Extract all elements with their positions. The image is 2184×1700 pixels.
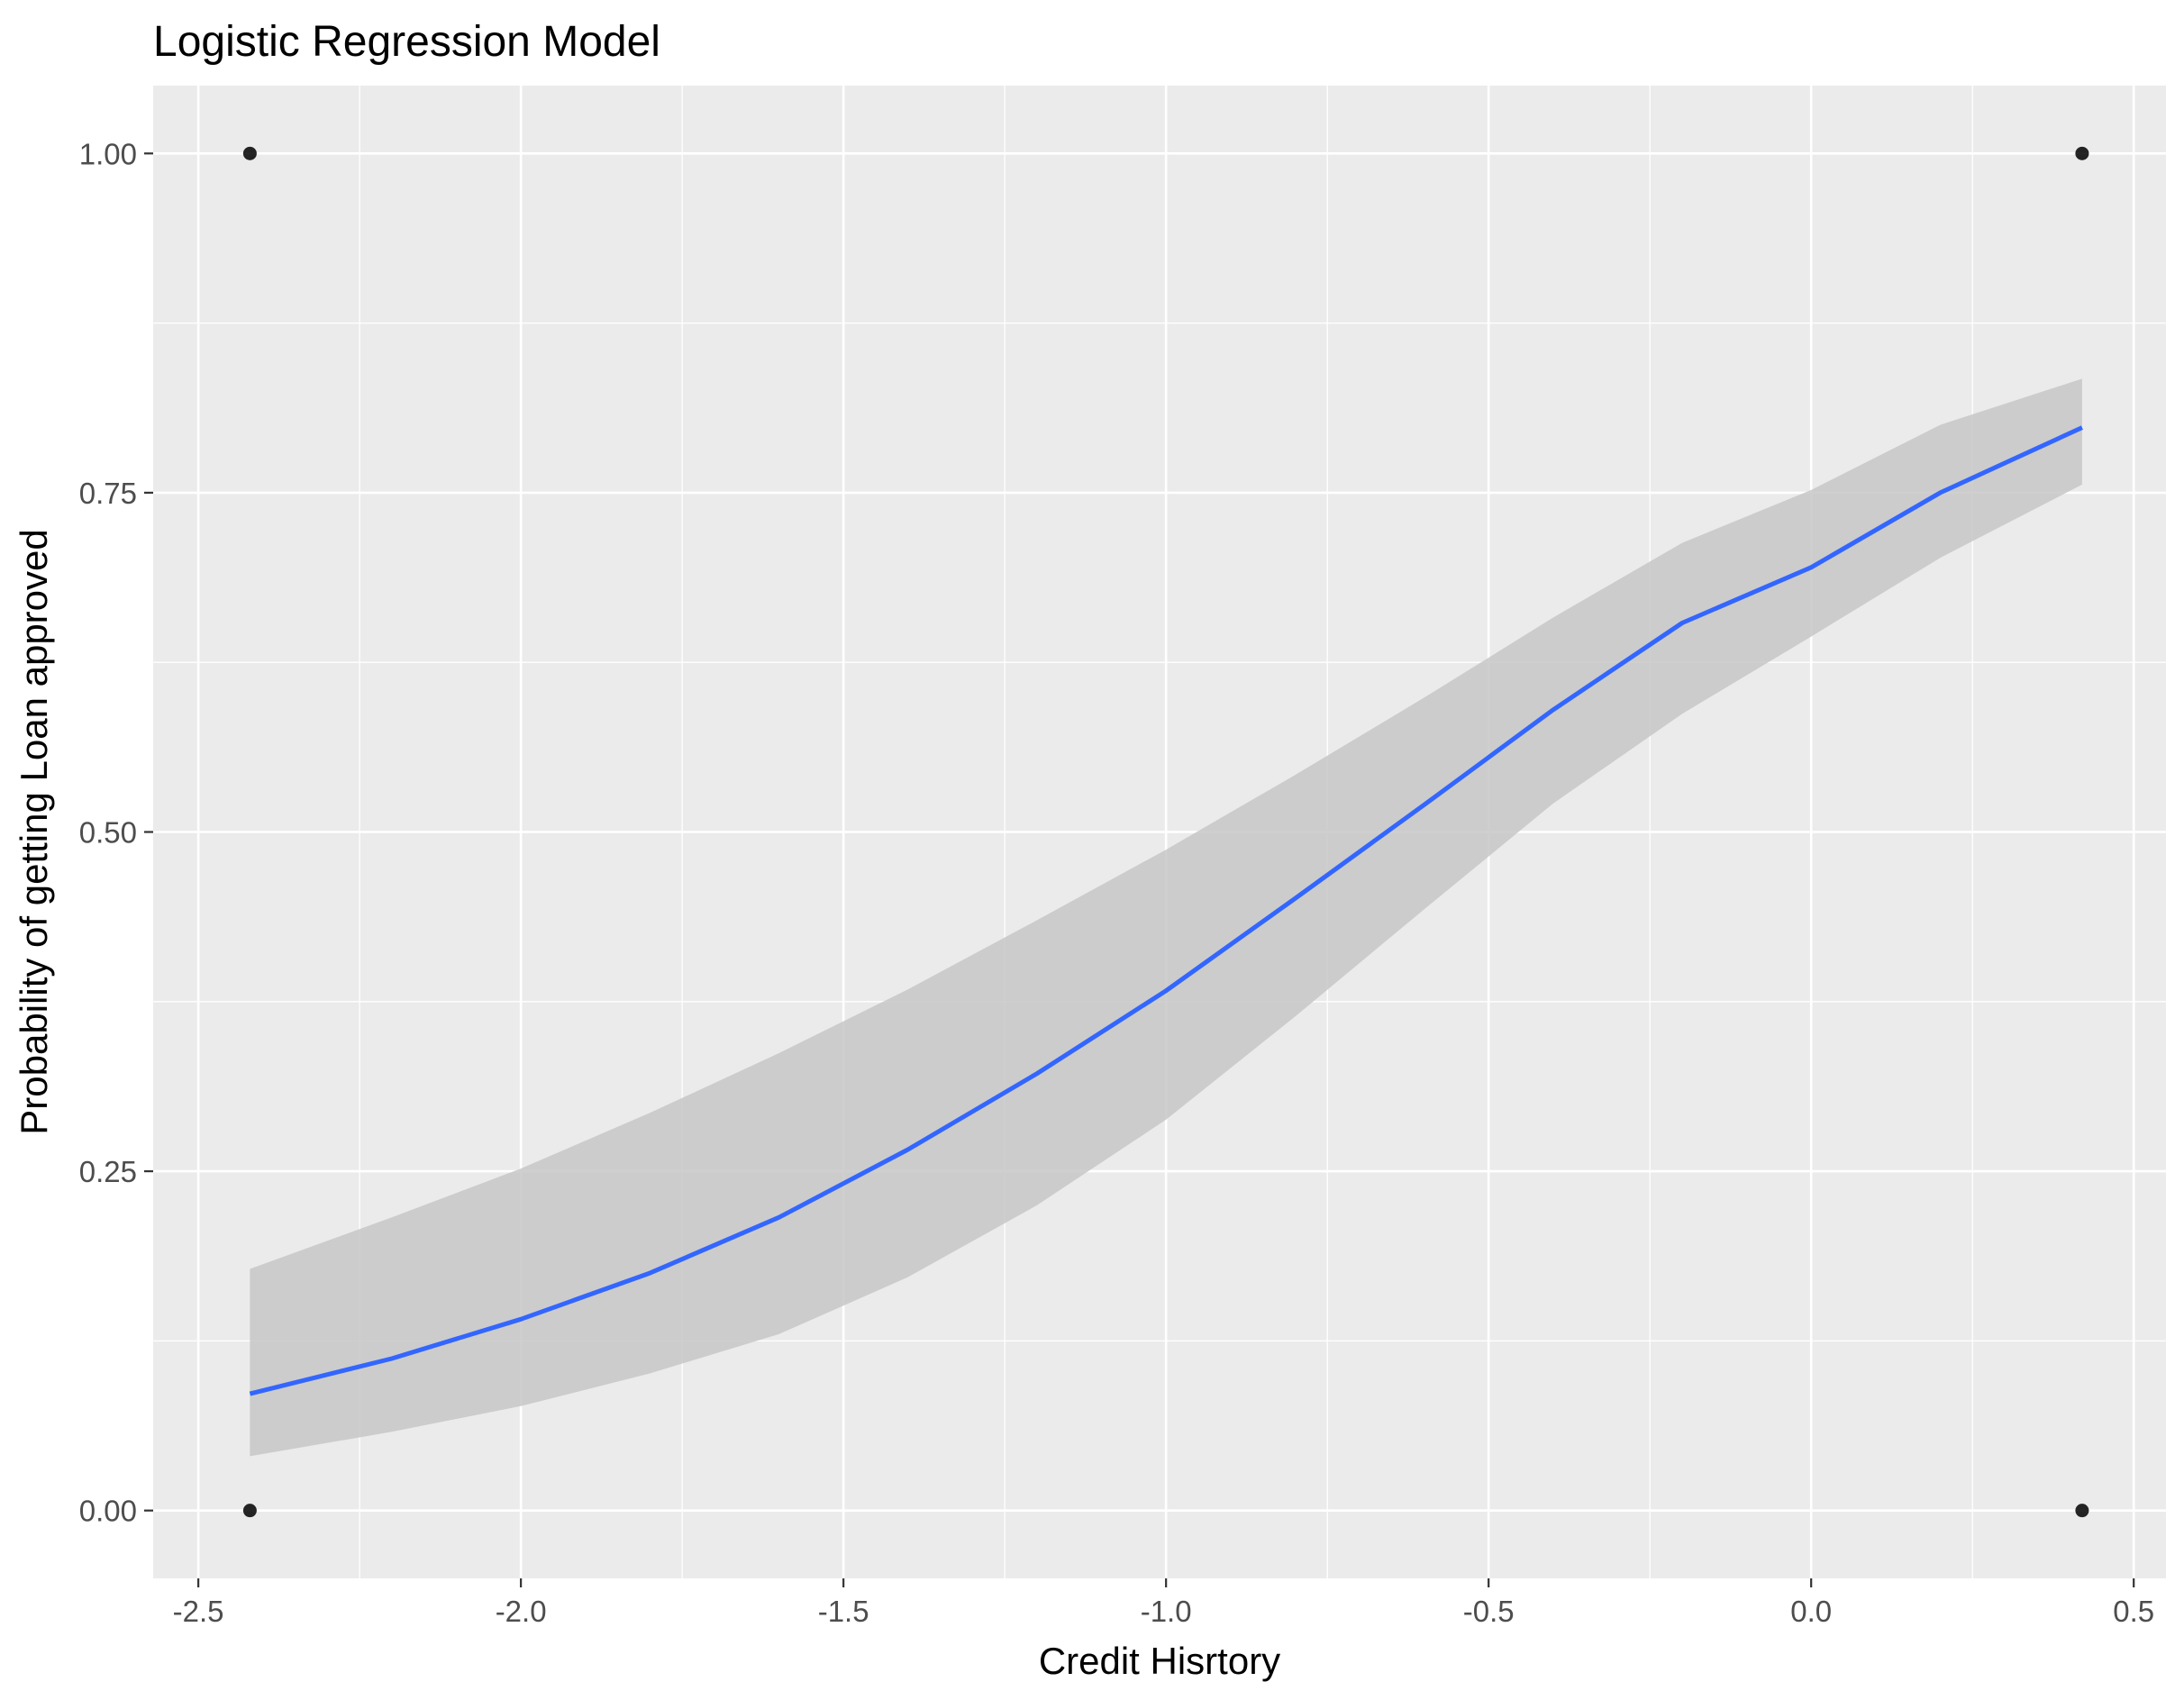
x-tick-label: 0.0 <box>1790 1595 1832 1628</box>
data-point <box>242 146 257 160</box>
y-axis-ticks: 0.00 0.25 0.50 0.75 1.00 <box>79 137 153 1528</box>
data-point <box>242 1504 257 1518</box>
x-tick-label: -1.5 <box>818 1595 869 1628</box>
chart-title: Logistic Regression Model <box>153 18 660 66</box>
y-tick-label: 0.75 <box>79 477 137 510</box>
x-tick-label: -1.0 <box>1141 1595 1192 1628</box>
data-point <box>2075 1504 2089 1518</box>
x-tick-label: -2.0 <box>496 1595 547 1628</box>
data-point <box>2075 146 2089 160</box>
y-tick-label: 0.00 <box>79 1495 137 1528</box>
confidence-ribbon <box>250 378 2082 1457</box>
y-axis-title: Probability of getting Loan approved <box>13 529 55 1134</box>
x-axis-ticks: -2.5 -2.0 -1.5 -1.0 -0.5 0.0 0.5 <box>173 1578 2154 1628</box>
y-tick-label: 0.50 <box>79 816 137 850</box>
x-tick-label: -2.5 <box>173 1595 224 1628</box>
y-tick-label: 0.25 <box>79 1155 137 1188</box>
x-tick-label: -0.5 <box>1463 1595 1515 1628</box>
data-points <box>242 146 2089 1518</box>
y-tick-label: 1.00 <box>79 137 137 170</box>
x-axis-title: Credit Hisrtory <box>1039 1640 1280 1682</box>
x-tick-label: 0.5 <box>2113 1595 2154 1628</box>
fit-line <box>249 425 2083 1396</box>
